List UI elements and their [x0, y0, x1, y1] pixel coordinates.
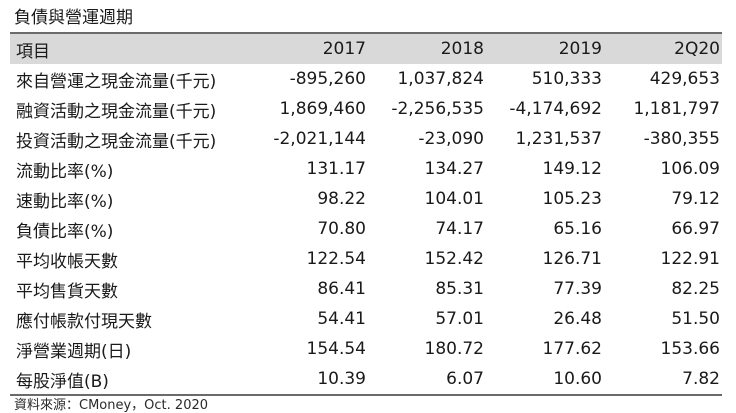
row-value: 1,231,537: [515, 129, 602, 149]
row-value: -895,260: [289, 69, 366, 89]
table-row: 淨營業週期(日) 154.54 180.72 177.62 153.66: [10, 334, 722, 364]
table-row: 投資活動之現金流量(千元) -2,021,144 -23,090 1,231,537 -…: [10, 124, 722, 154]
row-value: 122.91: [660, 249, 720, 269]
row-value: 1,181,797: [633, 99, 720, 119]
header-item: 項目: [10, 34, 250, 64]
row-label: 投資活動之現金流量(千元): [16, 131, 217, 152]
row-value: 10.60: [486, 364, 604, 396]
row-value: 177.62: [542, 339, 602, 359]
row-value: 77.39: [553, 279, 602, 299]
row-value: 149.12: [542, 159, 602, 179]
header-2017: 2017: [250, 34, 368, 64]
row-value: 122.54: [306, 249, 366, 269]
row-value: 26.48: [553, 309, 602, 329]
row-value: 105.23: [542, 189, 602, 209]
row-label: 應付帳款付現天數: [16, 311, 152, 332]
row-value: 85.31: [435, 279, 484, 299]
row-value: 1,037,824: [397, 69, 484, 89]
header-2018: 2018: [368, 34, 486, 64]
table-row: 來自營運之現金流量(千元) -895,260 1,037,824 510,333 429…: [10, 64, 722, 94]
row-value: 57.01: [435, 309, 484, 329]
table-row: 負債比率(%) 70.80 74.17 65.16 66.97: [10, 214, 722, 244]
row-value: -380,355: [643, 129, 720, 149]
row-value: 7.82: [604, 364, 722, 396]
financial-table: 項目 2017 2018 2019 2Q20 來自營運之現金流量(千元) -895…: [10, 34, 722, 396]
row-label: 來自營運之現金流量(千元): [16, 71, 217, 92]
row-value: 65.16: [553, 219, 602, 239]
table-row: 每股淨值(B) 10.39 6.07 10.60 7.82: [10, 364, 722, 396]
row-value: 180.72: [424, 339, 484, 359]
row-value: -2,256,535: [391, 99, 484, 119]
table-body: 來自營運之現金流量(千元) -895,260 1,037,824 510,333 429…: [10, 64, 722, 396]
row-value: 86.41: [317, 279, 366, 299]
row-value: 510,333: [531, 69, 602, 89]
row-value: 10.39: [250, 364, 368, 396]
row-value: 79.12: [671, 189, 720, 209]
row-value: -2,021,144: [273, 129, 366, 149]
source-note: 資料來源：CMoney，Oct. 2020: [14, 398, 209, 413]
row-value: -4,174,692: [509, 99, 602, 119]
row-value: 1,869,460: [279, 99, 366, 119]
row-value: 104.01: [424, 189, 484, 209]
row-value: 54.41: [317, 309, 366, 329]
row-value: 153.66: [660, 339, 720, 359]
financial-table-container: 負債與營運週期 項目 2017 2018 2019 2Q20 來自營運之現金流量…: [10, 4, 722, 396]
table-row: 速動比率(%) 98.22 104.01 105.23 79.12: [10, 184, 722, 214]
row-value: 154.54: [306, 339, 366, 359]
row-value: 134.27: [424, 159, 484, 179]
row-value: 66.97: [671, 219, 720, 239]
row-label: 負債比率(%): [16, 221, 114, 242]
table-row: 應付帳款付現天數 54.41 57.01 26.48 51.50: [10, 304, 722, 334]
table-row: 平均售貨天數 86.41 85.31 77.39 82.25: [10, 274, 722, 304]
row-value: 106.09: [660, 159, 720, 179]
header-2q20: 2Q20: [604, 34, 722, 64]
row-value: 6.07: [368, 364, 486, 396]
table-header-row: 項目 2017 2018 2019 2Q20: [10, 34, 722, 64]
table-row: 融資活動之現金流量(千元) 1,869,460 -2,256,535 -4,174,6…: [10, 94, 722, 124]
row-value: 74.17: [435, 219, 484, 239]
header-2019: 2019: [486, 34, 604, 64]
row-value: 126.71: [542, 249, 602, 269]
row-value: 98.22: [317, 189, 366, 209]
table-row: 流動比率(%) 131.17 134.27 149.12 106.09: [10, 154, 722, 184]
row-label: 每股淨值(B): [10, 364, 250, 396]
row-label: 平均收帳天數: [16, 251, 118, 272]
row-value: 82.25: [671, 279, 720, 299]
row-value: 51.50: [671, 309, 720, 329]
row-label: 融資活動之現金流量(千元): [16, 101, 217, 122]
row-value: 131.17: [306, 159, 366, 179]
table-title: 負債與營運週期: [10, 4, 722, 34]
row-label: 速動比率(%): [16, 191, 114, 212]
row-label: 平均售貨天數: [16, 281, 118, 302]
row-label: 淨營業週期(日): [16, 341, 132, 362]
row-value: 70.80: [317, 219, 366, 239]
row-value: 152.42: [424, 249, 484, 269]
row-value: -23,090: [418, 129, 484, 149]
row-label: 流動比率(%): [16, 161, 114, 182]
row-value: 429,653: [649, 69, 720, 89]
table-row: 平均收帳天數 122.54 152.42 126.71 122.91: [10, 244, 722, 274]
